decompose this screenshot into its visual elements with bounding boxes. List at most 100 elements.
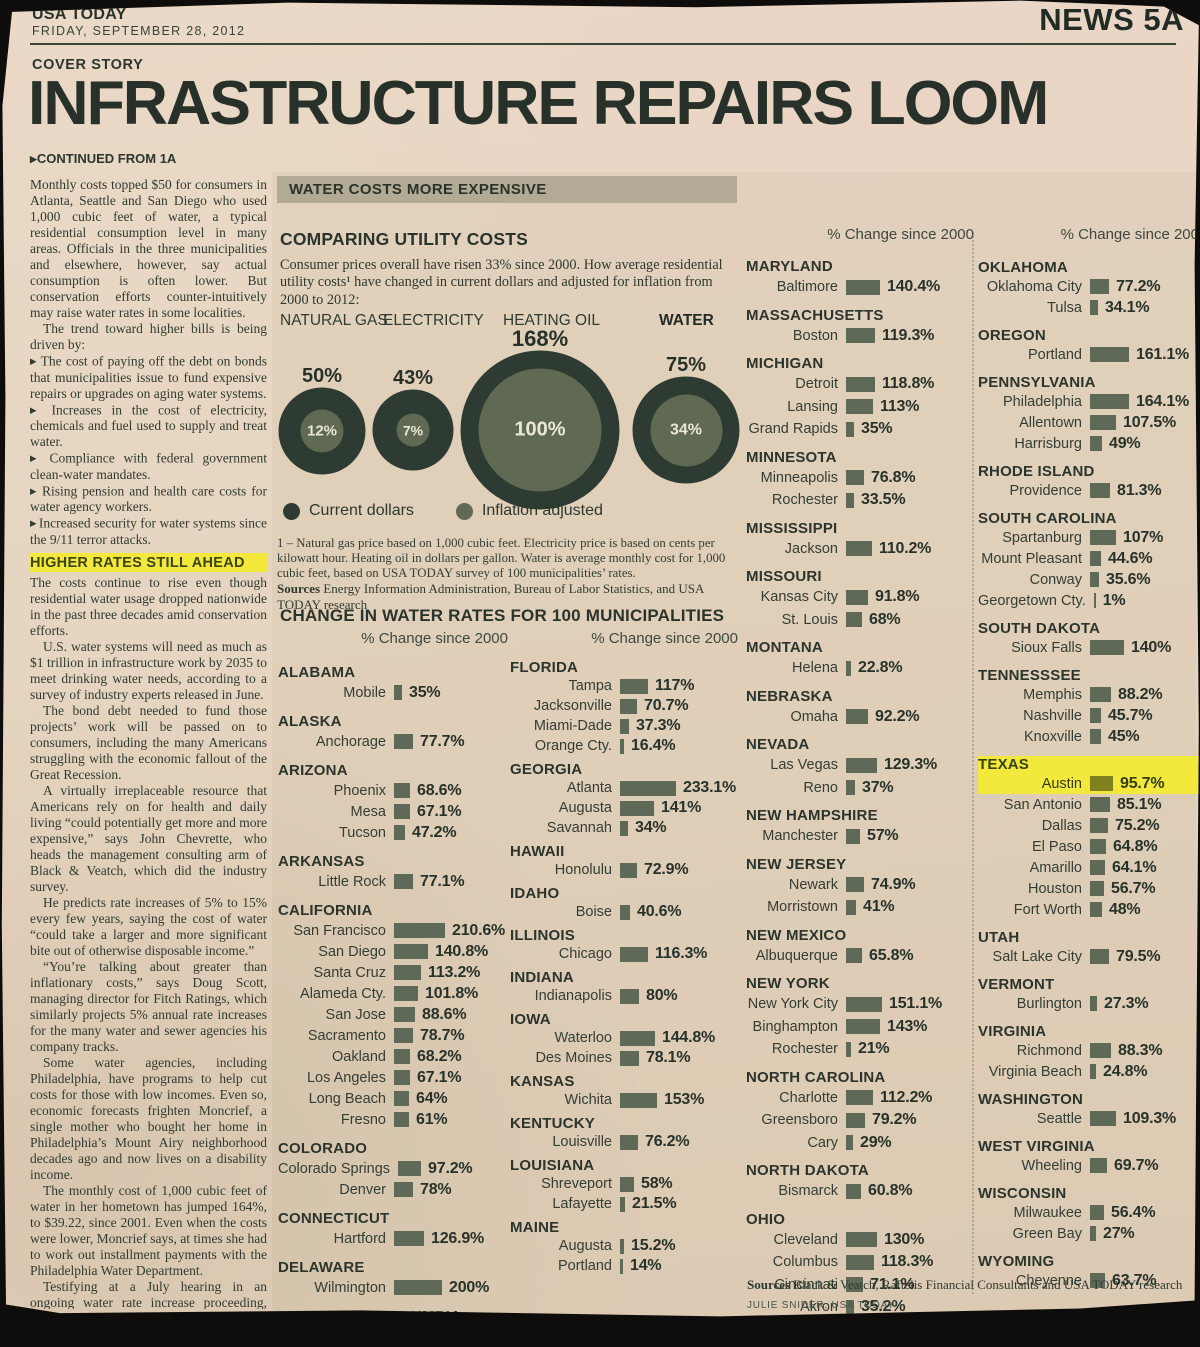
value-label: 119.3% <box>882 326 935 344</box>
value-label: 34% <box>635 819 667 836</box>
bar-row: Oklahoma City 77.2% <box>978 276 1199 297</box>
bar-row: Savannah 34% <box>510 818 738 838</box>
value-label: 67.1% <box>417 1068 462 1086</box>
value-bar <box>1090 1273 1105 1288</box>
value-label: 14% <box>630 1257 662 1274</box>
city-label: Cincinnati <box>774 1276 838 1293</box>
city-label: Helena <box>792 660 838 677</box>
current-dollars-value-label: 50% <box>301 364 343 387</box>
value-bar <box>394 783 410 798</box>
state-group: SOUTH DAKOTA Sioux Falls 140% <box>978 620 1199 658</box>
rates-sources: Sources Black & Veatch, Raftelis Financi… <box>747 1277 1199 1293</box>
value-label: 77.7% <box>420 732 465 750</box>
state-group: MONTANA Helena 22.8% <box>746 639 974 680</box>
value-label: 16.4% <box>631 737 676 754</box>
city-label: Atlanta <box>566 780 612 796</box>
value-label: 151.1% <box>889 995 943 1013</box>
value-bar <box>394 734 413 749</box>
inflation-adjusted-circle: 34% <box>650 394 722 466</box>
city-label: Lansing <box>787 398 838 415</box>
value-label: 35% <box>861 420 893 438</box>
value-bar <box>620 718 629 734</box>
value-label: 80% <box>646 987 678 1004</box>
bar-row: Cheyenne 63.7% <box>978 1270 1199 1291</box>
value-label: 200% <box>449 1278 490 1296</box>
value-label: 140.8% <box>435 942 489 960</box>
value-label: 233.1% <box>683 779 737 796</box>
city-label: Houston <box>1027 880 1082 897</box>
city-label: Conway <box>1029 571 1082 588</box>
city-label: Augusta <box>558 800 612 816</box>
state-label: KENTUCKY <box>510 1115 595 1132</box>
value-label: 153% <box>664 1091 705 1108</box>
value-label: 64% <box>416 1089 448 1107</box>
state-label: NEBRASKA <box>746 687 833 705</box>
state-label: FLORIDA <box>510 659 579 676</box>
value-bar <box>620 1258 623 1274</box>
city-label: Sacramento <box>307 1027 386 1044</box>
bar-row: New York City 151.1% <box>746 993 974 1016</box>
bar-row: Newark 74.9% <box>746 874 974 897</box>
bar-row: Bismarck 60.8% <box>746 1180 974 1203</box>
value-bar <box>1090 483 1110 498</box>
bar-row: El Paso 64.8% <box>978 836 1199 857</box>
state-label: NORTH DAKOTA <box>746 1162 869 1179</box>
value-bar <box>846 1090 873 1106</box>
state-label: WEST VIRGINIA <box>978 1138 1095 1155</box>
state-group: INDIANA Indianapolis 80% <box>510 970 738 1006</box>
city-label: Cheyenne <box>1015 1272 1082 1289</box>
state-label: NEW HAMPSHIRE <box>746 807 878 824</box>
bar-row: Sacramento 78.7% <box>278 1025 508 1046</box>
current-dollars-circle: 100% <box>460 350 620 510</box>
article-paragraph: He predicts rate increases of 5% to 15% … <box>30 894 267 958</box>
value-label: 161.1% <box>1136 345 1190 363</box>
value-bar <box>394 804 410 819</box>
article-paragraph: U.S. water systems will need as much as … <box>30 638 267 702</box>
city-label: Hartford <box>333 1230 386 1247</box>
value-bar <box>846 709 868 725</box>
state-label: NEW MEXICO <box>746 926 847 944</box>
bar-row: Oakland 68.2% <box>278 1046 508 1067</box>
value-label: 72.9% <box>644 861 689 878</box>
bar-row: Georgetown Cty. 1% <box>978 590 1199 611</box>
article-paragraph: Rising pension and health care costs for… <box>30 483 267 516</box>
state-group: MISSISSIPPI Jackson 110.2% <box>746 520 974 561</box>
city-label: Newark <box>788 876 838 893</box>
value-label: 37.3% <box>636 717 681 734</box>
utility-sources-text: Energy Information Administration, Burea… <box>277 581 704 612</box>
state-group: ARIZONA Phoenix 68.6% Mesa 67.1% Tucson 47.2% <box>278 762 508 843</box>
bar-row: Wichita 153% <box>510 1090 738 1110</box>
value-label: 70.7% <box>644 697 689 714</box>
value-label: 41% <box>863 898 895 916</box>
value-label: 33.5% <box>861 491 906 509</box>
value-bar <box>620 1238 624 1254</box>
value-label: 130% <box>884 1230 925 1248</box>
value-bar <box>846 279 880 295</box>
city-label: New York City <box>747 996 838 1013</box>
bar-row: Washington 81% <box>278 1326 508 1347</box>
value-label: 37% <box>862 778 894 796</box>
city-label: St. Louis <box>781 611 838 628</box>
value-bar <box>846 376 875 392</box>
bar-row: Louisville 76.2% <box>510 1132 738 1152</box>
value-label: 117% <box>655 677 695 694</box>
bar-row: Orange Cty. 16.4% <box>510 736 738 756</box>
state-group: NEW MEXICO Albuquerque 65.8% <box>746 927 974 968</box>
bar-row: Allentown 107.5% <box>978 412 1199 433</box>
bar-row: Denver 78% <box>278 1179 508 1200</box>
value-bar <box>1090 530 1116 545</box>
city-label: Providence <box>1009 482 1082 499</box>
city-label: Detroit <box>795 376 838 393</box>
utility-sources-label: Sources <box>277 581 321 596</box>
city-label: Los Angeles <box>306 1069 386 1086</box>
state-group: MAINE Augusta 15.2% Portland 14% <box>510 1220 738 1276</box>
state-group: GEORGIA Atlanta 233.1% Augusta 141% Savannah 3… <box>510 762 738 838</box>
city-label: Savannah <box>546 820 612 836</box>
value-bar <box>1090 797 1110 812</box>
state-group: ARKANSAS Little Rock 77.1% <box>278 853 508 892</box>
article-paragraph: The costs continue to rise even though r… <box>30 574 267 638</box>
bar-row: Houston 56.7% <box>978 878 1199 899</box>
city-label: Fresno <box>340 1111 386 1128</box>
value-label: 164.1% <box>1136 392 1190 410</box>
masthead-rule <box>30 43 1176 45</box>
